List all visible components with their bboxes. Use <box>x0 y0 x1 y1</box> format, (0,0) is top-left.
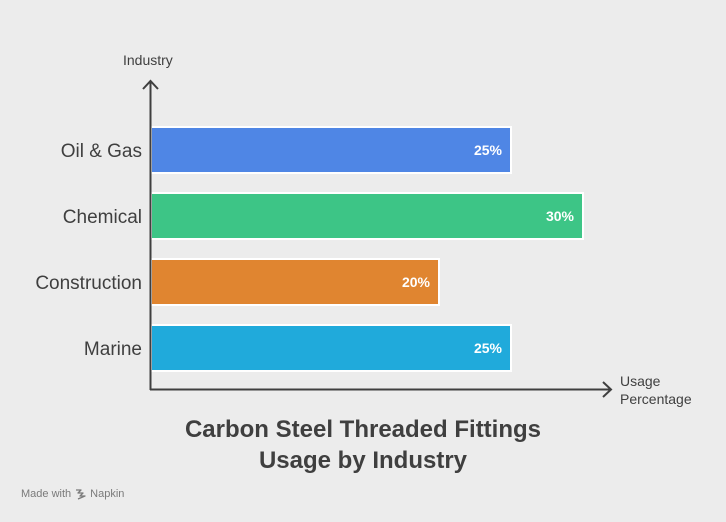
value-label-chemical: 30% <box>546 208 575 224</box>
made-with-napkin-watermark: Made with Napkin <box>21 488 124 500</box>
category-label-oil-and-gas: Oil & Gas <box>61 141 142 162</box>
bars-layer: 25% Oil & Gas 30% Chemical 20% Construction 25… <box>35 126 584 372</box>
watermark-brand: Napkin <box>90 488 125 500</box>
category-label-marine: Marine <box>84 339 142 360</box>
category-label-construction: Construction <box>35 273 142 294</box>
napkin-logo-icon <box>76 488 86 500</box>
bar-oil-and-gas <box>150 126 512 174</box>
bar-chart: 25% Oil & Gas 30% Chemical 20% Construction 25… <box>35 52 692 407</box>
bar-construction <box>150 258 440 306</box>
chart-title-line-1: Carbon Steel Threaded Fittings <box>184 416 542 443</box>
y-axis-arrow-icon <box>142 79 159 90</box>
x-axis-label-line-2: Percentage <box>620 391 692 407</box>
chart-title-line-2: Usage by Industry <box>258 447 468 474</box>
category-label-chemical: Chemical <box>63 207 142 228</box>
bar-chemical <box>150 192 584 240</box>
watermark-prefix: Made with <box>21 488 72 500</box>
axes-layer: Industry Usage Percentage <box>123 52 692 407</box>
value-label-construction: 20% <box>402 274 431 290</box>
value-label-oil-and-gas: 25% <box>474 142 503 158</box>
x-axis-arrow-icon <box>602 381 613 398</box>
value-label-marine: 25% <box>474 340 503 356</box>
y-axis-label: Industry <box>123 52 173 68</box>
x-axis-label-line-1: Usage <box>620 373 661 389</box>
bar-marine <box>150 324 512 372</box>
